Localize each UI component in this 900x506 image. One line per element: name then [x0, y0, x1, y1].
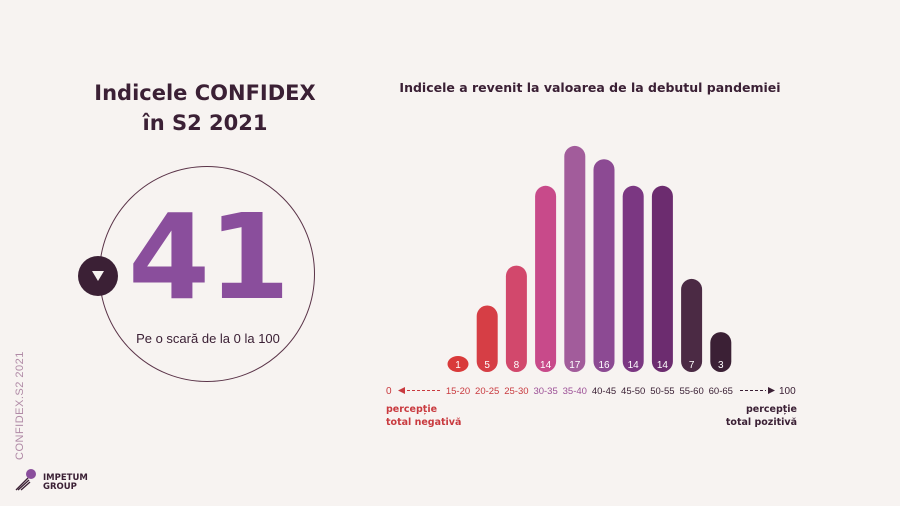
positive-label-line-2: total pozitivă: [725, 417, 797, 428]
tick-label: 20-25: [475, 386, 499, 397]
bar-60-65: [710, 332, 732, 372]
tick-label: 25-30: [504, 386, 528, 397]
bar-value-label: 5: [484, 360, 490, 371]
scale-note: Pe o scară de la 0 la 100: [136, 331, 280, 346]
logo-line-2: GROUP: [43, 482, 77, 492]
bar-value-label: 17: [569, 360, 581, 371]
logo-mark-icon: [15, 469, 36, 491]
index-value: 41: [128, 188, 290, 326]
trend-badge: [78, 256, 118, 296]
axis-min-label: 0: [386, 386, 392, 397]
negative-perception-label: percepție total negativă: [386, 403, 461, 429]
arrow-right-icon: [768, 387, 775, 394]
negative-label-line-1: percepție: [386, 404, 438, 415]
tick-label: 35-40: [563, 386, 587, 397]
bar-55-60: [681, 278, 703, 372]
triangle-down-icon: [92, 271, 104, 281]
arrow-left-icon: [398, 387, 405, 394]
tick-label: 50-55: [650, 386, 674, 397]
positive-label-line-1: percepție: [745, 404, 797, 415]
bar-40-45: [593, 159, 615, 372]
bar-value-label: 3: [718, 360, 724, 371]
bar-value-label: 1: [455, 360, 461, 371]
bar-value-label: 7: [689, 360, 695, 371]
bar-25-30: [505, 265, 527, 372]
negative-label-line-2: total negativă: [386, 417, 462, 428]
bar-20-25: [476, 305, 498, 372]
logo-line-1: IMPETUM: [43, 473, 88, 483]
bar-35-40: [564, 145, 586, 372]
axis-max-label: 100: [779, 386, 796, 397]
bar-value-label: 8: [514, 360, 520, 371]
title-line-2: în S2 2021: [142, 111, 268, 135]
tick-label: 55-60: [679, 386, 703, 397]
positive-perception-label: percepție total pozitivă: [700, 403, 797, 429]
bar-15-20: [447, 356, 469, 372]
impetum-logo: IMPETUM GROUP: [14, 466, 88, 492]
bar-50-55: [651, 185, 673, 372]
chart-title: Indicele a revenit la valoarea de la deb…: [399, 80, 781, 95]
page-title: Indicele CONFIDEX în S2 2021: [60, 78, 350, 138]
bar-value-label: 16: [598, 360, 610, 371]
bar-value-label: 14: [628, 360, 640, 371]
bar-45-50: [622, 185, 644, 372]
tick-label: 40-45: [592, 386, 616, 397]
tick-label: 45-50: [621, 386, 645, 397]
bar-value-label: 14: [540, 360, 552, 371]
bar-value-label: 14: [657, 360, 669, 371]
tick-label: 60-65: [709, 386, 733, 397]
title-line-1: Indicele CONFIDEX: [94, 81, 316, 105]
tick-label: 30-35: [533, 386, 557, 397]
tick-label: 15-20: [446, 386, 470, 397]
bar-30-35: [535, 185, 557, 372]
